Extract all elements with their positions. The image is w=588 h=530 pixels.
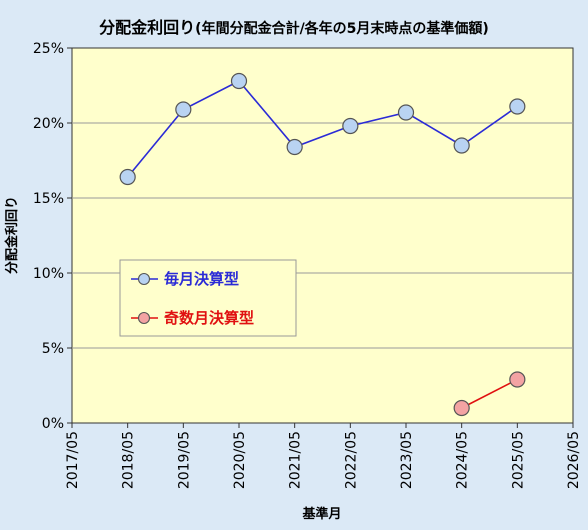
x-tick-label: 2019/05 (176, 431, 192, 489)
data-point-1 (119, 168, 136, 186)
x-tick-label: 2025/05 (510, 431, 526, 489)
x-tick-label: 2022/05 (343, 431, 359, 489)
data-point-1 (342, 117, 359, 135)
chart-title-sub: (年間分配金合計/各年の5月末時点の基準価額) (195, 20, 489, 37)
data-point-2 (509, 371, 526, 388)
x-tick-label: 2026/05 (566, 431, 582, 489)
x-tick-label: 2023/05 (399, 431, 415, 489)
y-tick-label: 25% (33, 41, 64, 57)
y-tick-label: 20% (33, 116, 64, 132)
y-tick-label: 10% (33, 266, 64, 282)
data-point-1 (286, 138, 303, 156)
x-axis-label: 基準月 (301, 506, 341, 522)
legend-marker-1 (137, 272, 151, 286)
plot-area (71, 47, 574, 424)
y-tick-label: 15% (33, 191, 64, 207)
x-tick-label: 2021/05 (288, 431, 304, 489)
legend-marker-2 (137, 311, 151, 325)
data-point-1 (509, 98, 526, 115)
series-line-1 (127, 79, 518, 178)
data-point-1 (453, 137, 470, 154)
series-layer (119, 72, 526, 417)
y-tick-labels: 0% 5% 10% 15% 20% 25% (33, 41, 64, 432)
chart-title-main: 分配金利回り (99, 18, 195, 37)
legend-box (119, 259, 297, 337)
x-tick-labels: 2017/05 2018/05 2019/05 2020/05 2021/05 2022/… (65, 431, 582, 489)
x-tick-label: 2017/05 (65, 431, 81, 489)
legend-label-1: 毎月決算型 (164, 270, 239, 288)
data-point-2 (453, 399, 470, 417)
y-tick-label: 5% (42, 341, 64, 357)
y-tick-label: 0% (42, 416, 64, 432)
x-tick-label: 2024/05 (455, 431, 471, 489)
x-tick-label: 2020/05 (232, 431, 248, 489)
series-line-2 (461, 378, 518, 409)
chart-title: 分配金利回り(年間分配金合計/各年の5月末時点の基準価額) (99, 18, 489, 37)
data-point-1 (175, 101, 192, 118)
data-point-1 (397, 104, 415, 121)
x-tick-label: 2018/05 (121, 431, 137, 489)
data-point-1 (230, 72, 248, 90)
y-axis-label: 分配金利回り (4, 196, 20, 274)
legend-label-2: 奇数月決算型 (164, 309, 254, 327)
